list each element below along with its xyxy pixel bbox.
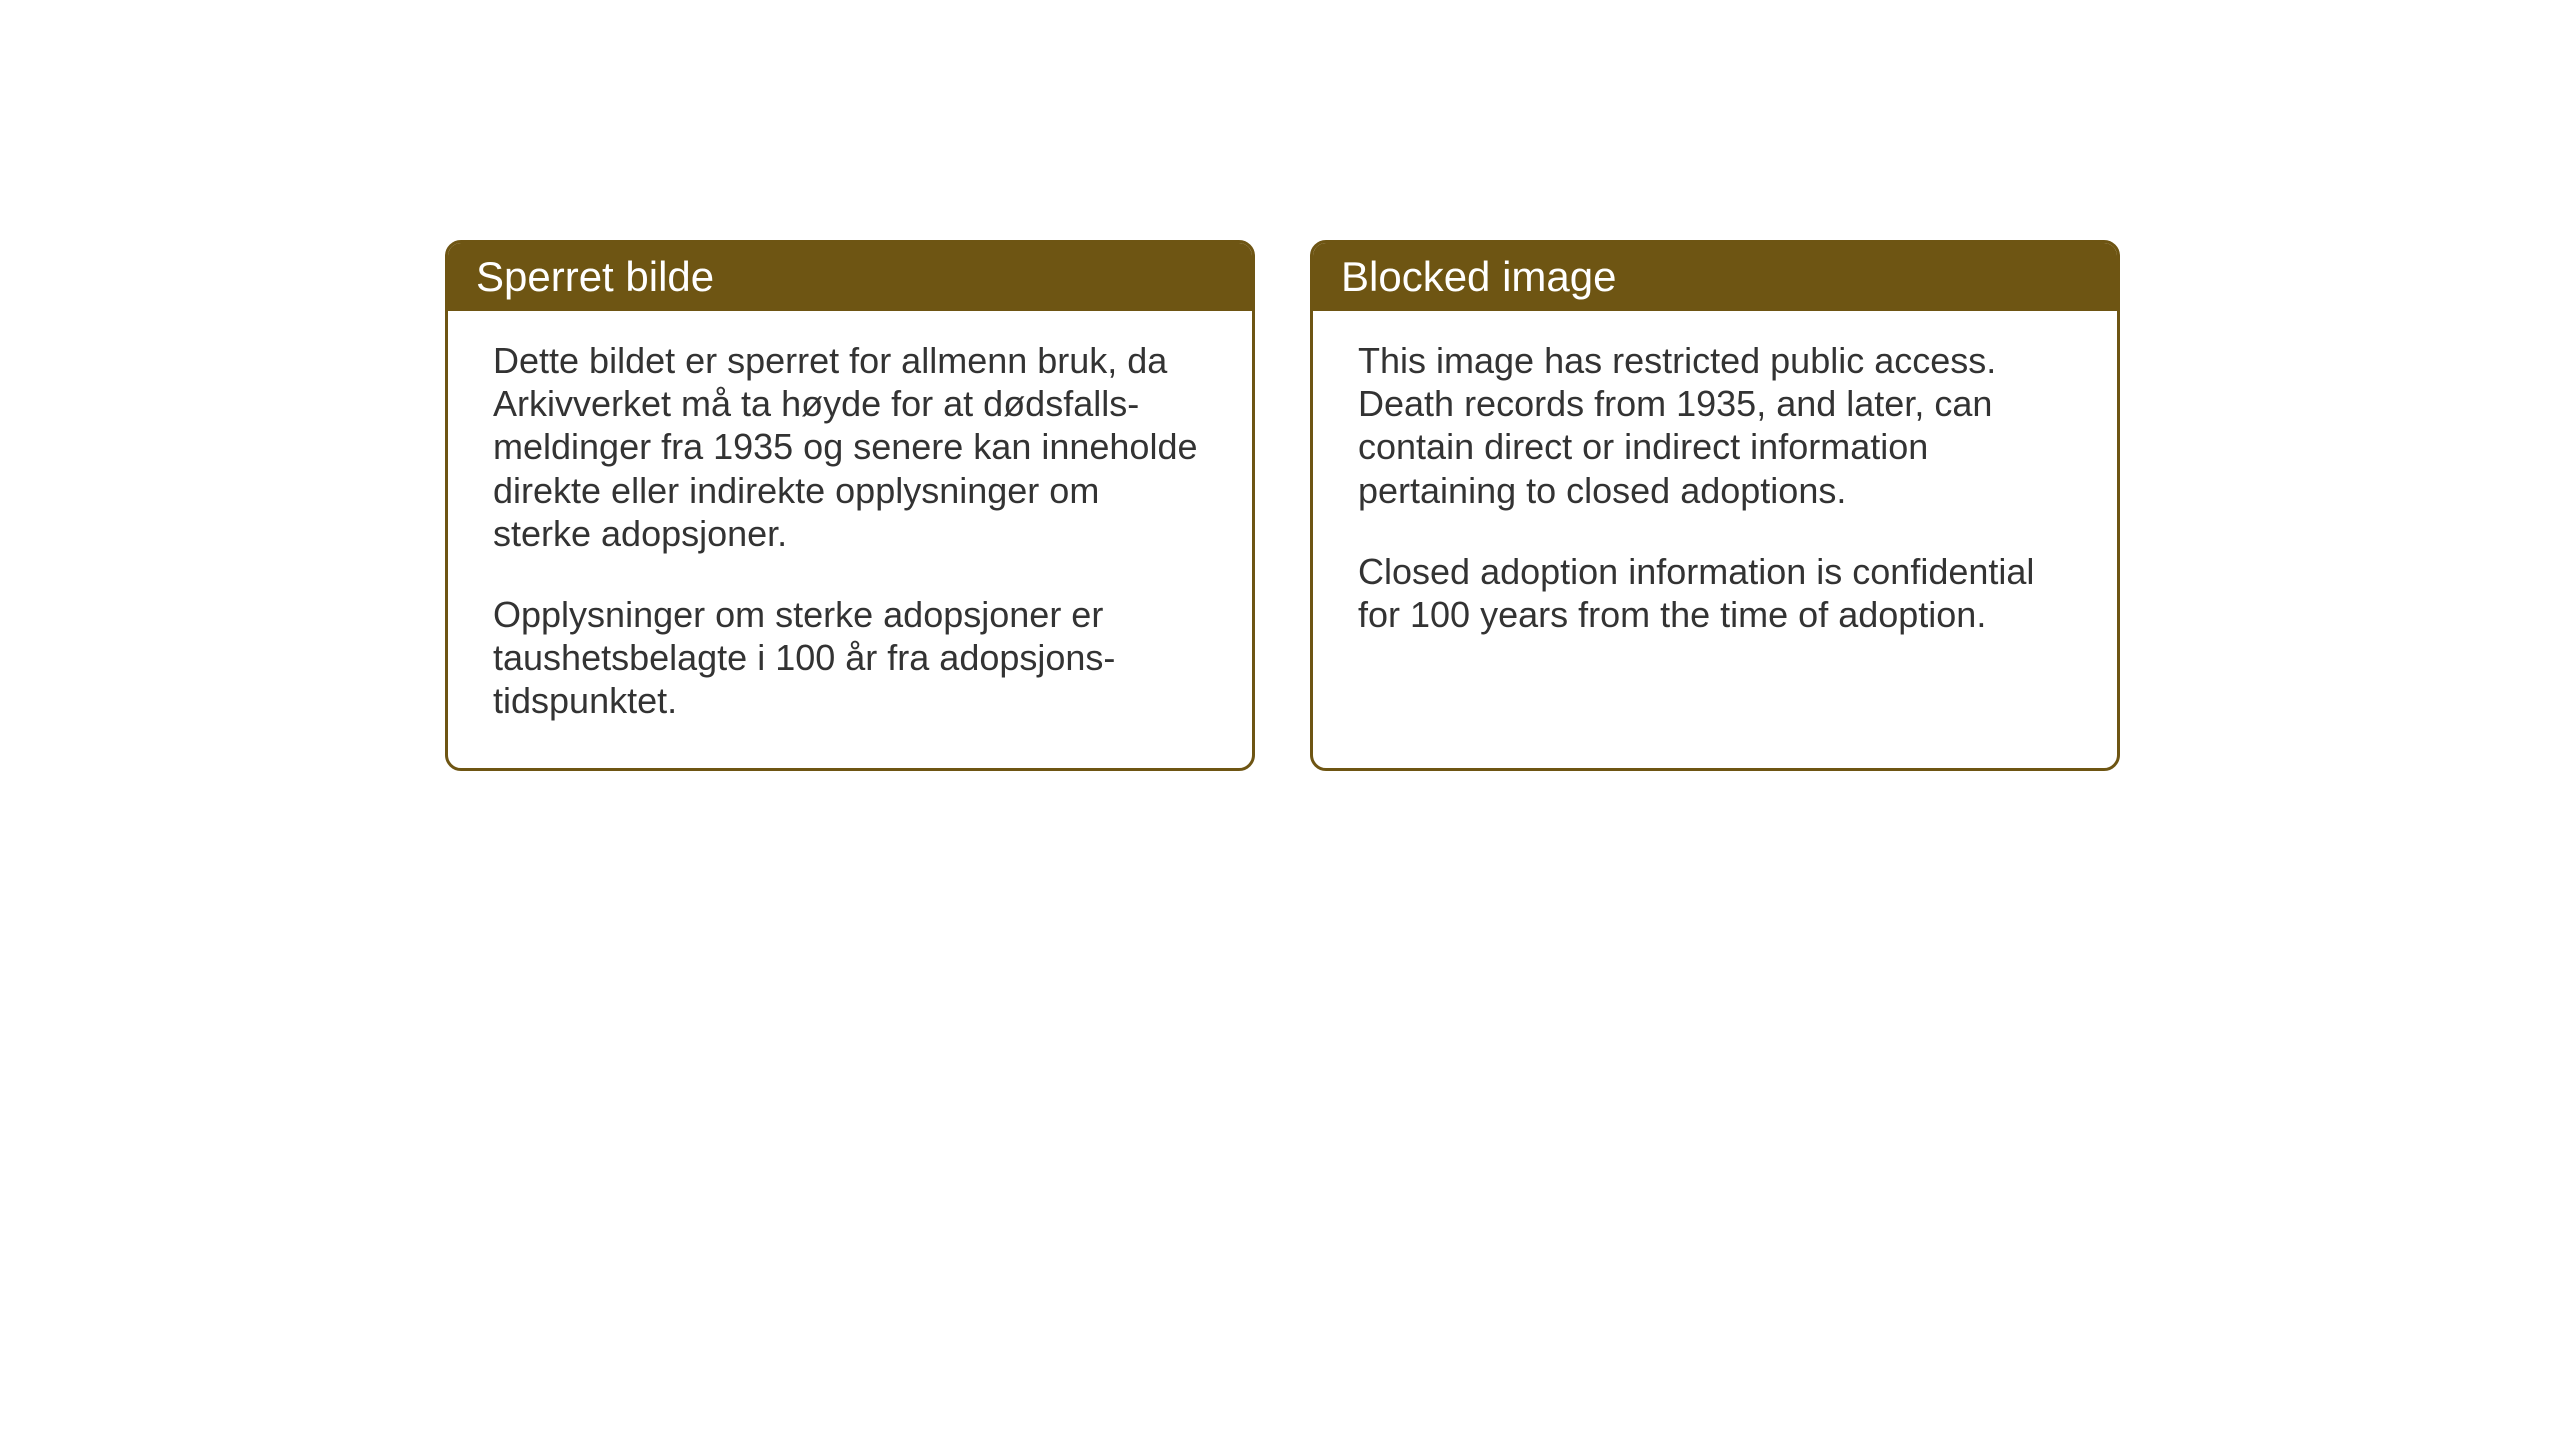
english-card-header: Blocked image [1313,243,2117,311]
cards-container: Sperret bilde Dette bildet er sperret fo… [445,240,2120,771]
norwegian-card-title: Sperret bilde [476,253,714,300]
norwegian-card: Sperret bilde Dette bildet er sperret fo… [445,240,1255,771]
norwegian-card-header: Sperret bilde [448,243,1252,311]
norwegian-paragraph-2: Opplysninger om sterke adopsjoner er tau… [493,593,1207,723]
norwegian-paragraph-1: Dette bildet er sperret for allmenn bruk… [493,339,1207,555]
english-paragraph-2: Closed adoption information is confident… [1358,550,2072,636]
english-paragraph-1: This image has restricted public access.… [1358,339,2072,512]
english-card: Blocked image This image has restricted … [1310,240,2120,771]
english-card-body: This image has restricted public access.… [1313,311,2117,681]
norwegian-card-body: Dette bildet er sperret for allmenn bruk… [448,311,1252,768]
english-card-title: Blocked image [1341,253,1616,300]
